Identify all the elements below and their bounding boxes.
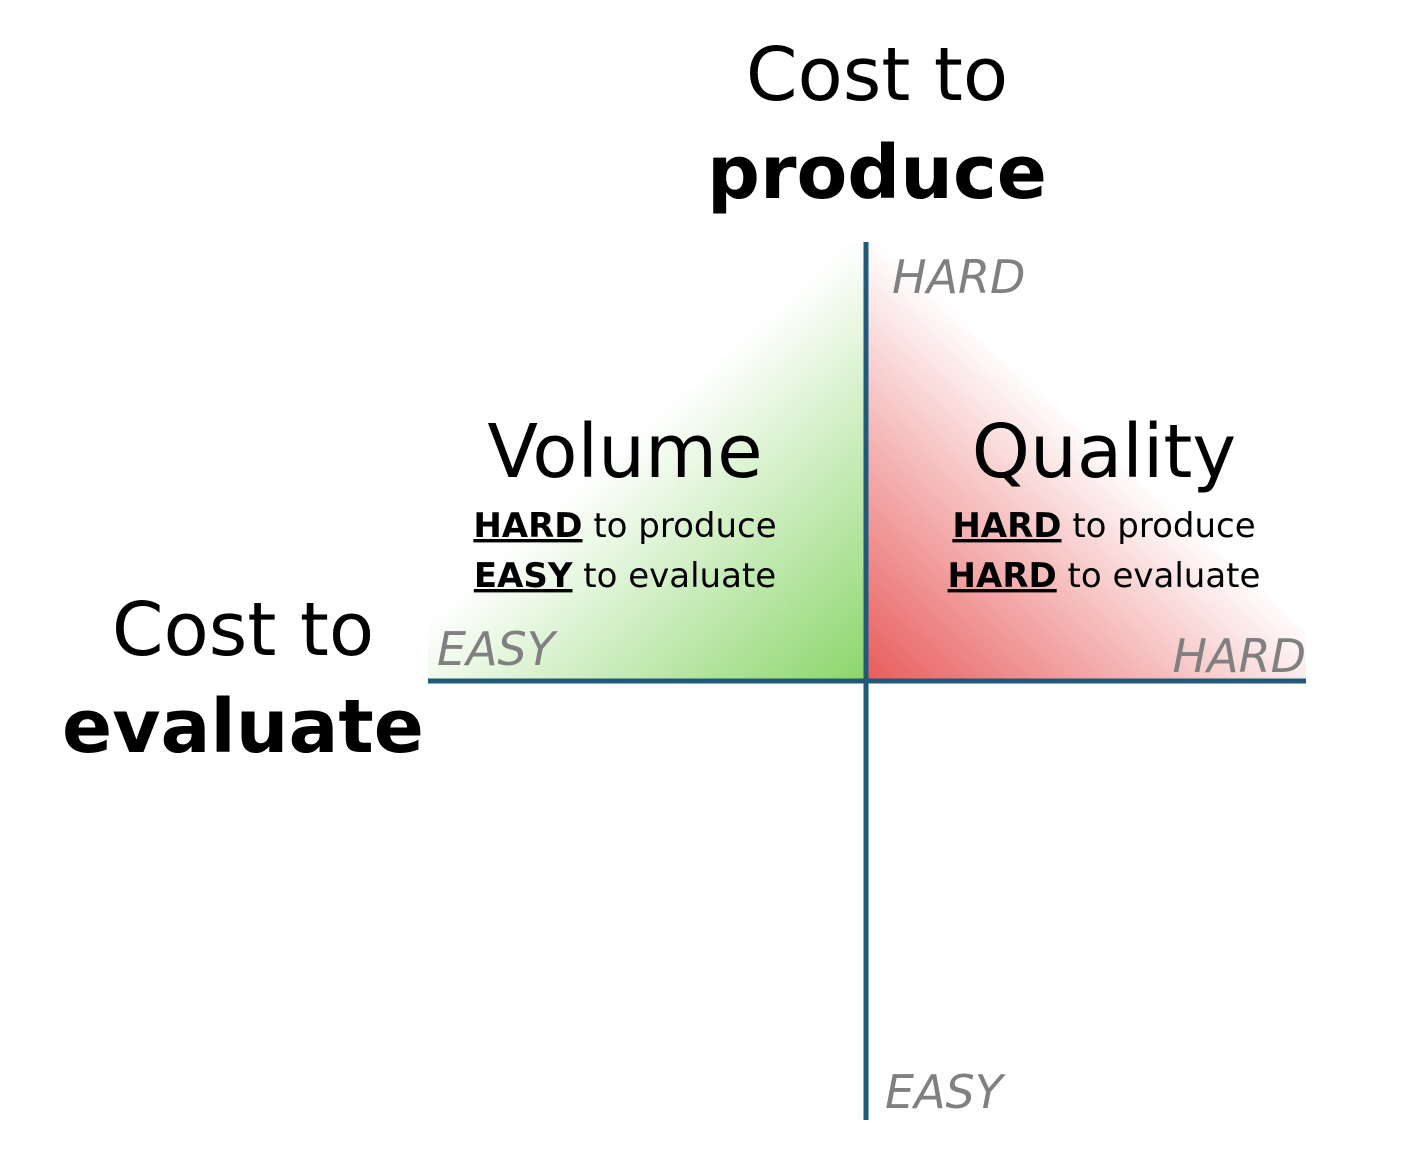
line-text: to produce [1072, 506, 1255, 546]
level: EASY [474, 556, 573, 596]
quadrant-title: Quality [972, 409, 1236, 495]
quadrant-line: HARD to produce [952, 506, 1255, 546]
level: HARD [948, 556, 1057, 596]
line-text: to produce [593, 506, 776, 546]
quality-region [866, 242, 1306, 681]
y-axis-title: produce [707, 130, 1047, 216]
level: HARD [952, 506, 1061, 546]
axis-label: EASY [437, 622, 559, 676]
level: HARD [473, 506, 582, 546]
axis-label: HARD [1173, 629, 1306, 683]
x-axis-title: evaluate [62, 684, 424, 770]
x-axis-title: Cost to [112, 587, 374, 673]
line-text: to evaluate [1068, 556, 1261, 596]
volume-region [428, 242, 866, 681]
line-text: to evaluate [583, 556, 776, 596]
quadrant-line: EASY to evaluate [474, 556, 776, 596]
y-axis-title: Cost to [746, 32, 1008, 118]
quadrant-line: HARD to evaluate [948, 556, 1261, 596]
axis-label: HARD [892, 250, 1025, 304]
quadrant-line: HARD to produce [473, 506, 776, 546]
quadrant-title: Volume [487, 409, 762, 495]
axis-label: EASY [885, 1065, 1007, 1119]
